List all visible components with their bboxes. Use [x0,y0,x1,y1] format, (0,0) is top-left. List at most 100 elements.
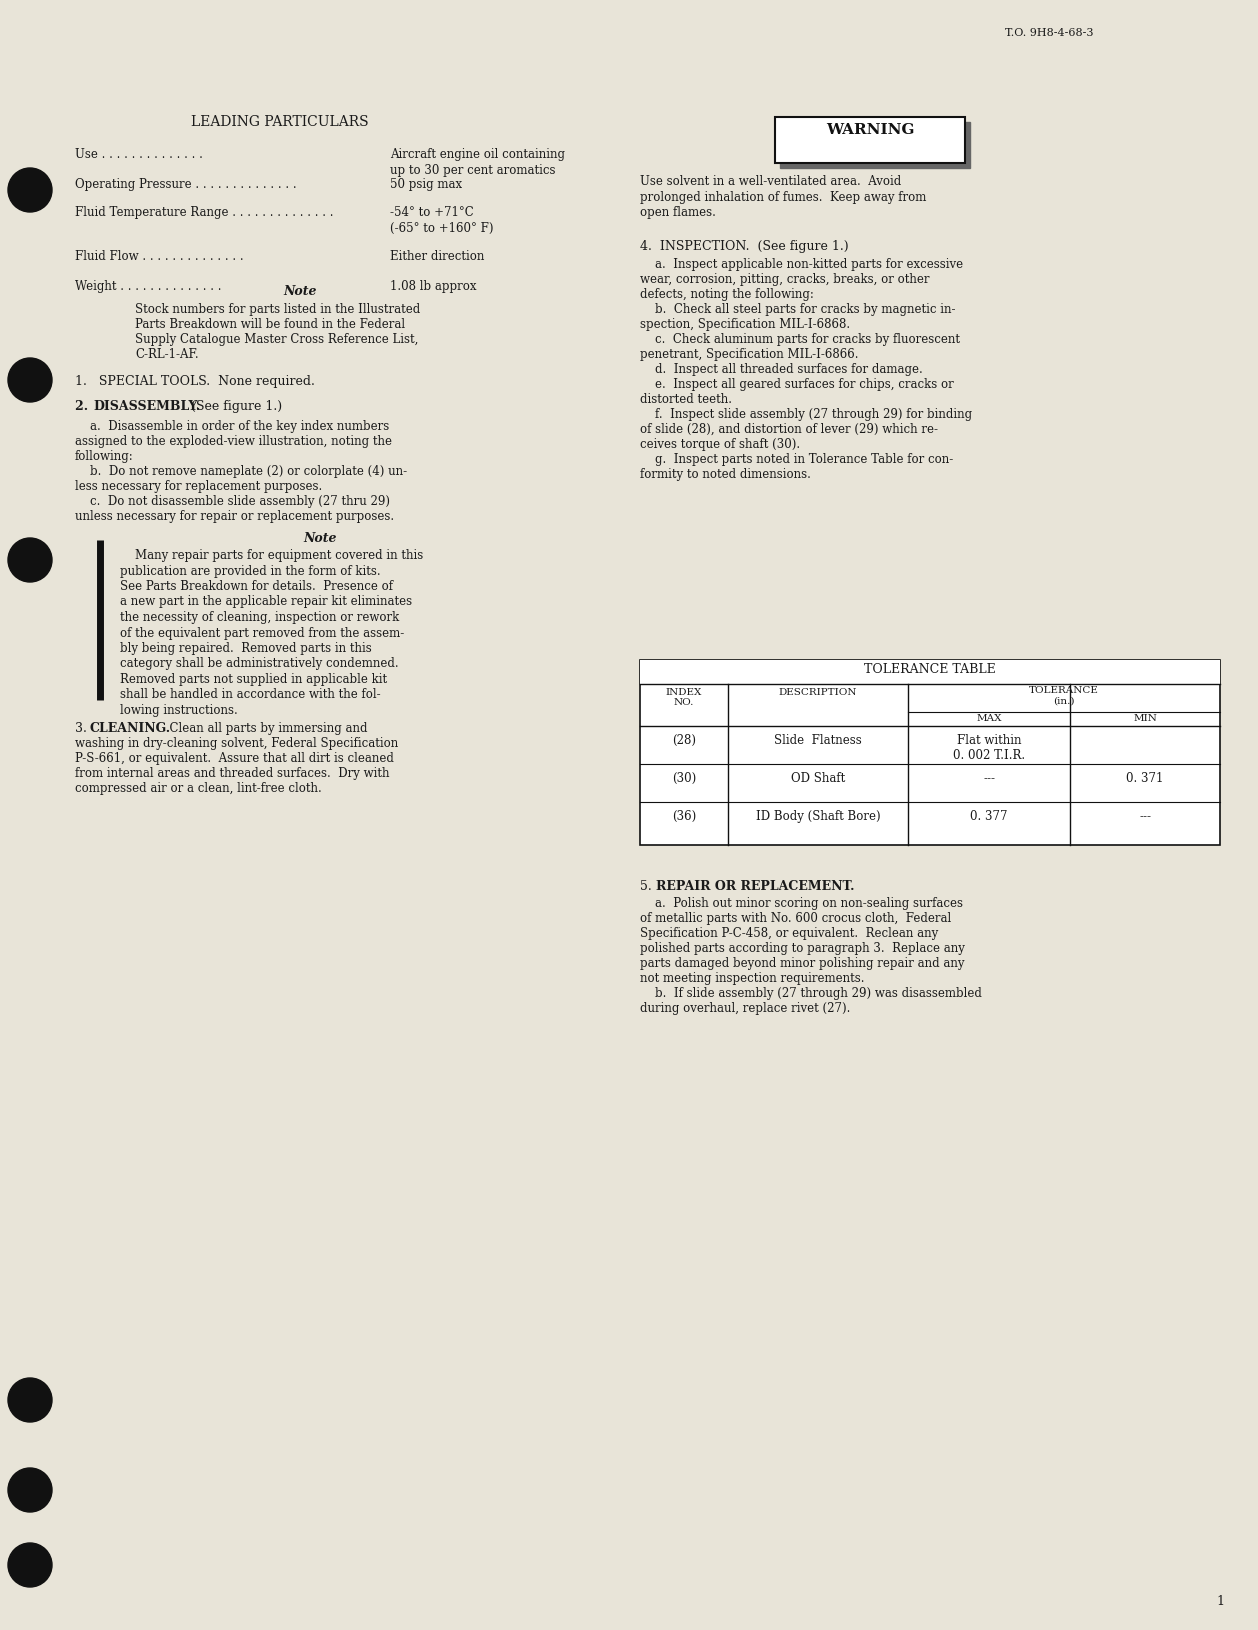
Text: assigned to the exploded-view illustration, noting the: assigned to the exploded-view illustrati… [75,435,392,448]
Text: (-65° to +160° F): (-65° to +160° F) [390,222,493,235]
Text: Weight . . . . . . . . . . . . . .: Weight . . . . . . . . . . . . . . [75,280,221,293]
Text: 5.: 5. [640,880,659,893]
Text: Removed parts not supplied in applicable kit: Removed parts not supplied in applicable… [120,673,387,686]
Text: b.  Do not remove nameplate (2) or colorplate (4) un-: b. Do not remove nameplate (2) or colorp… [75,465,408,478]
Text: distorted teeth.: distorted teeth. [640,393,732,406]
Text: lowing instructions.: lowing instructions. [120,704,238,717]
Text: Stock numbers for parts listed in the Illustrated: Stock numbers for parts listed in the Il… [135,303,420,316]
FancyBboxPatch shape [775,117,965,163]
Text: f.  Inspect slide assembly (27 through 29) for binding: f. Inspect slide assembly (27 through 29… [640,408,972,421]
Text: formity to noted dimensions.: formity to noted dimensions. [640,468,811,481]
Text: defects, noting the following:: defects, noting the following: [640,289,814,302]
Text: Clean all parts by immersing and: Clean all parts by immersing and [162,722,367,735]
Text: c.  Check aluminum parts for cracks by fluorescent: c. Check aluminum parts for cracks by fl… [640,333,960,346]
Circle shape [8,538,52,582]
Text: 1: 1 [1216,1596,1224,1609]
Text: less necessary for replacement purposes.: less necessary for replacement purposes. [75,479,322,492]
Text: 50 psig max: 50 psig max [390,178,462,191]
Text: See Parts Breakdown for details.  Presence of: See Parts Breakdown for details. Presenc… [120,580,392,593]
Text: parts damaged beyond minor polishing repair and any: parts damaged beyond minor polishing rep… [640,957,965,970]
Text: Many repair parts for equipment covered in this: Many repair parts for equipment covered … [120,549,423,562]
Text: up to 30 per cent aromatics: up to 30 per cent aromatics [390,165,556,178]
Text: 3.: 3. [75,722,94,735]
Text: prolonged inhalation of fumes.  Keep away from: prolonged inhalation of fumes. Keep away… [640,191,926,204]
Text: of metallic parts with No. 600 crocus cloth,  Federal: of metallic parts with No. 600 crocus cl… [640,913,951,924]
Text: 2.: 2. [75,399,101,412]
Text: Fluid Flow . . . . . . . . . . . . . .: Fluid Flow . . . . . . . . . . . . . . [75,249,244,262]
Text: shall be handled in accordance with the fol-: shall be handled in accordance with the … [120,688,381,701]
Text: REPAIR OR REPLACEMENT.: REPAIR OR REPLACEMENT. [655,880,854,893]
Text: OD Shaft: OD Shaft [791,773,845,786]
Text: open flames.: open flames. [640,205,716,218]
Text: ceives torque of shaft (30).: ceives torque of shaft (30). [640,438,800,452]
Text: MAX: MAX [976,714,1001,724]
Text: the necessity of cleaning, inspection or rework: the necessity of cleaning, inspection or… [120,611,399,624]
Text: TOLERANCE
(in.): TOLERANCE (in.) [1029,686,1099,706]
Text: b.  Check all steel parts for cracks by magnetic in-: b. Check all steel parts for cracks by m… [640,303,956,316]
Text: e.  Inspect all geared surfaces for chips, cracks or: e. Inspect all geared surfaces for chips… [640,378,954,391]
Text: Aircraft engine oil containing: Aircraft engine oil containing [390,148,565,161]
Text: of slide (28), and distortion of lever (29) which re-: of slide (28), and distortion of lever (… [640,424,938,435]
Text: (28): (28) [672,734,696,747]
Text: 0. 371: 0. 371 [1126,773,1164,786]
Text: a.  Disassemble in order of the key index numbers: a. Disassemble in order of the key index… [75,421,389,434]
Text: a.  Polish out minor scoring on non-sealing surfaces: a. Polish out minor scoring on non-seali… [640,897,964,910]
Text: ---: --- [1138,810,1151,823]
Text: g.  Inspect parts noted in Tolerance Table for con-: g. Inspect parts noted in Tolerance Tabl… [640,453,954,466]
Text: C-RL-1-AF.: C-RL-1-AF. [135,347,199,360]
Text: Supply Catalogue Master Cross Reference List,: Supply Catalogue Master Cross Reference … [135,333,419,346]
Text: publication are provided in the form of kits.: publication are provided in the form of … [120,564,381,577]
Text: T.O. 9H8-4-68-3: T.O. 9H8-4-68-3 [1005,28,1093,37]
Text: polished parts according to paragraph 3.  Replace any: polished parts according to paragraph 3.… [640,942,965,955]
Text: ID Body (Shaft Bore): ID Body (Shaft Bore) [756,810,881,823]
Circle shape [8,1544,52,1588]
Text: Either direction: Either direction [390,249,484,262]
Text: (36): (36) [672,810,696,823]
Text: Specification P-C-458, or equivalent.  Reclean any: Specification P-C-458, or equivalent. Re… [640,927,938,941]
Text: (See figure 1.): (See figure 1.) [182,399,282,412]
Text: LEADING PARTICULARS: LEADING PARTICULARS [191,116,369,129]
Text: category shall be administratively condemned.: category shall be administratively conde… [120,657,399,670]
Text: 1.08 lb approx: 1.08 lb approx [390,280,477,293]
Text: CLEANING.: CLEANING. [89,722,170,735]
Text: MIN: MIN [1133,714,1157,724]
Circle shape [8,1469,52,1513]
Text: 4.  INSPECTION.  (See figure 1.): 4. INSPECTION. (See figure 1.) [640,240,849,253]
Text: b.  If slide assembly (27 through 29) was disassembled: b. If slide assembly (27 through 29) was… [640,988,982,999]
Text: spection, Specification MIL-I-6868.: spection, Specification MIL-I-6868. [640,318,850,331]
Text: 1.   SPECIAL TOOLS.  None required.: 1. SPECIAL TOOLS. None required. [75,375,314,388]
Text: wear, corrosion, pitting, cracks, breaks, or other: wear, corrosion, pitting, cracks, breaks… [640,272,930,285]
Text: washing in dry-cleaning solvent, Federal Specification: washing in dry-cleaning solvent, Federal… [75,737,399,750]
Text: Flat within: Flat within [957,734,1021,747]
Text: a.  Inspect applicable non-kitted parts for excessive: a. Inspect applicable non-kitted parts f… [640,258,964,271]
Text: ---: --- [982,773,995,786]
Text: INDEX
NO.: INDEX NO. [665,688,702,707]
Text: P-S-661, or equivalent.  Assure that all dirt is cleaned: P-S-661, or equivalent. Assure that all … [75,751,394,764]
Bar [640,660,1220,844]
Text: during overhaul, replace rivet (27).: during overhaul, replace rivet (27). [640,1002,850,1015]
Text: compressed air or a clean, lint-free cloth.: compressed air or a clean, lint-free clo… [75,782,322,795]
Text: of the equivalent part removed from the assem-: of the equivalent part removed from the … [120,626,404,639]
FancyBboxPatch shape [780,122,970,168]
Text: not meeting inspection requirements.: not meeting inspection requirements. [640,971,864,985]
Text: Use solvent in a well-ventilated area.  Avoid: Use solvent in a well-ventilated area. A… [640,174,901,187]
Text: 0. 377: 0. 377 [970,810,1008,823]
Circle shape [8,1377,52,1421]
Text: TOLERANCE TABLE: TOLERANCE TABLE [864,663,996,676]
Text: DISASSEMBLY.: DISASSEMBLY. [93,399,200,412]
Text: WARNING: WARNING [825,122,915,137]
Text: -54° to +71°C: -54° to +71°C [390,205,474,218]
Text: DESCRIPTION: DESCRIPTION [779,688,857,698]
Text: bly being repaired.  Removed parts in this: bly being repaired. Removed parts in thi… [120,642,372,655]
Text: a new part in the applicable repair kit eliminates: a new part in the applicable repair kit … [120,595,413,608]
Text: (30): (30) [672,773,696,786]
Text: unless necessary for repair or replacement purposes.: unless necessary for repair or replaceme… [75,510,394,523]
Text: Note: Note [283,285,317,298]
Text: from internal areas and threaded surfaces.  Dry with: from internal areas and threaded surface… [75,768,390,781]
Circle shape [8,168,52,212]
Bar [640,660,1220,685]
Text: Note: Note [303,531,337,544]
Text: Use . . . . . . . . . . . . . .: Use . . . . . . . . . . . . . . [75,148,203,161]
Text: d.  Inspect all threaded surfaces for damage.: d. Inspect all threaded surfaces for dam… [640,363,923,377]
Text: c.  Do not disassemble slide assembly (27 thru 29): c. Do not disassemble slide assembly (27… [75,496,390,509]
